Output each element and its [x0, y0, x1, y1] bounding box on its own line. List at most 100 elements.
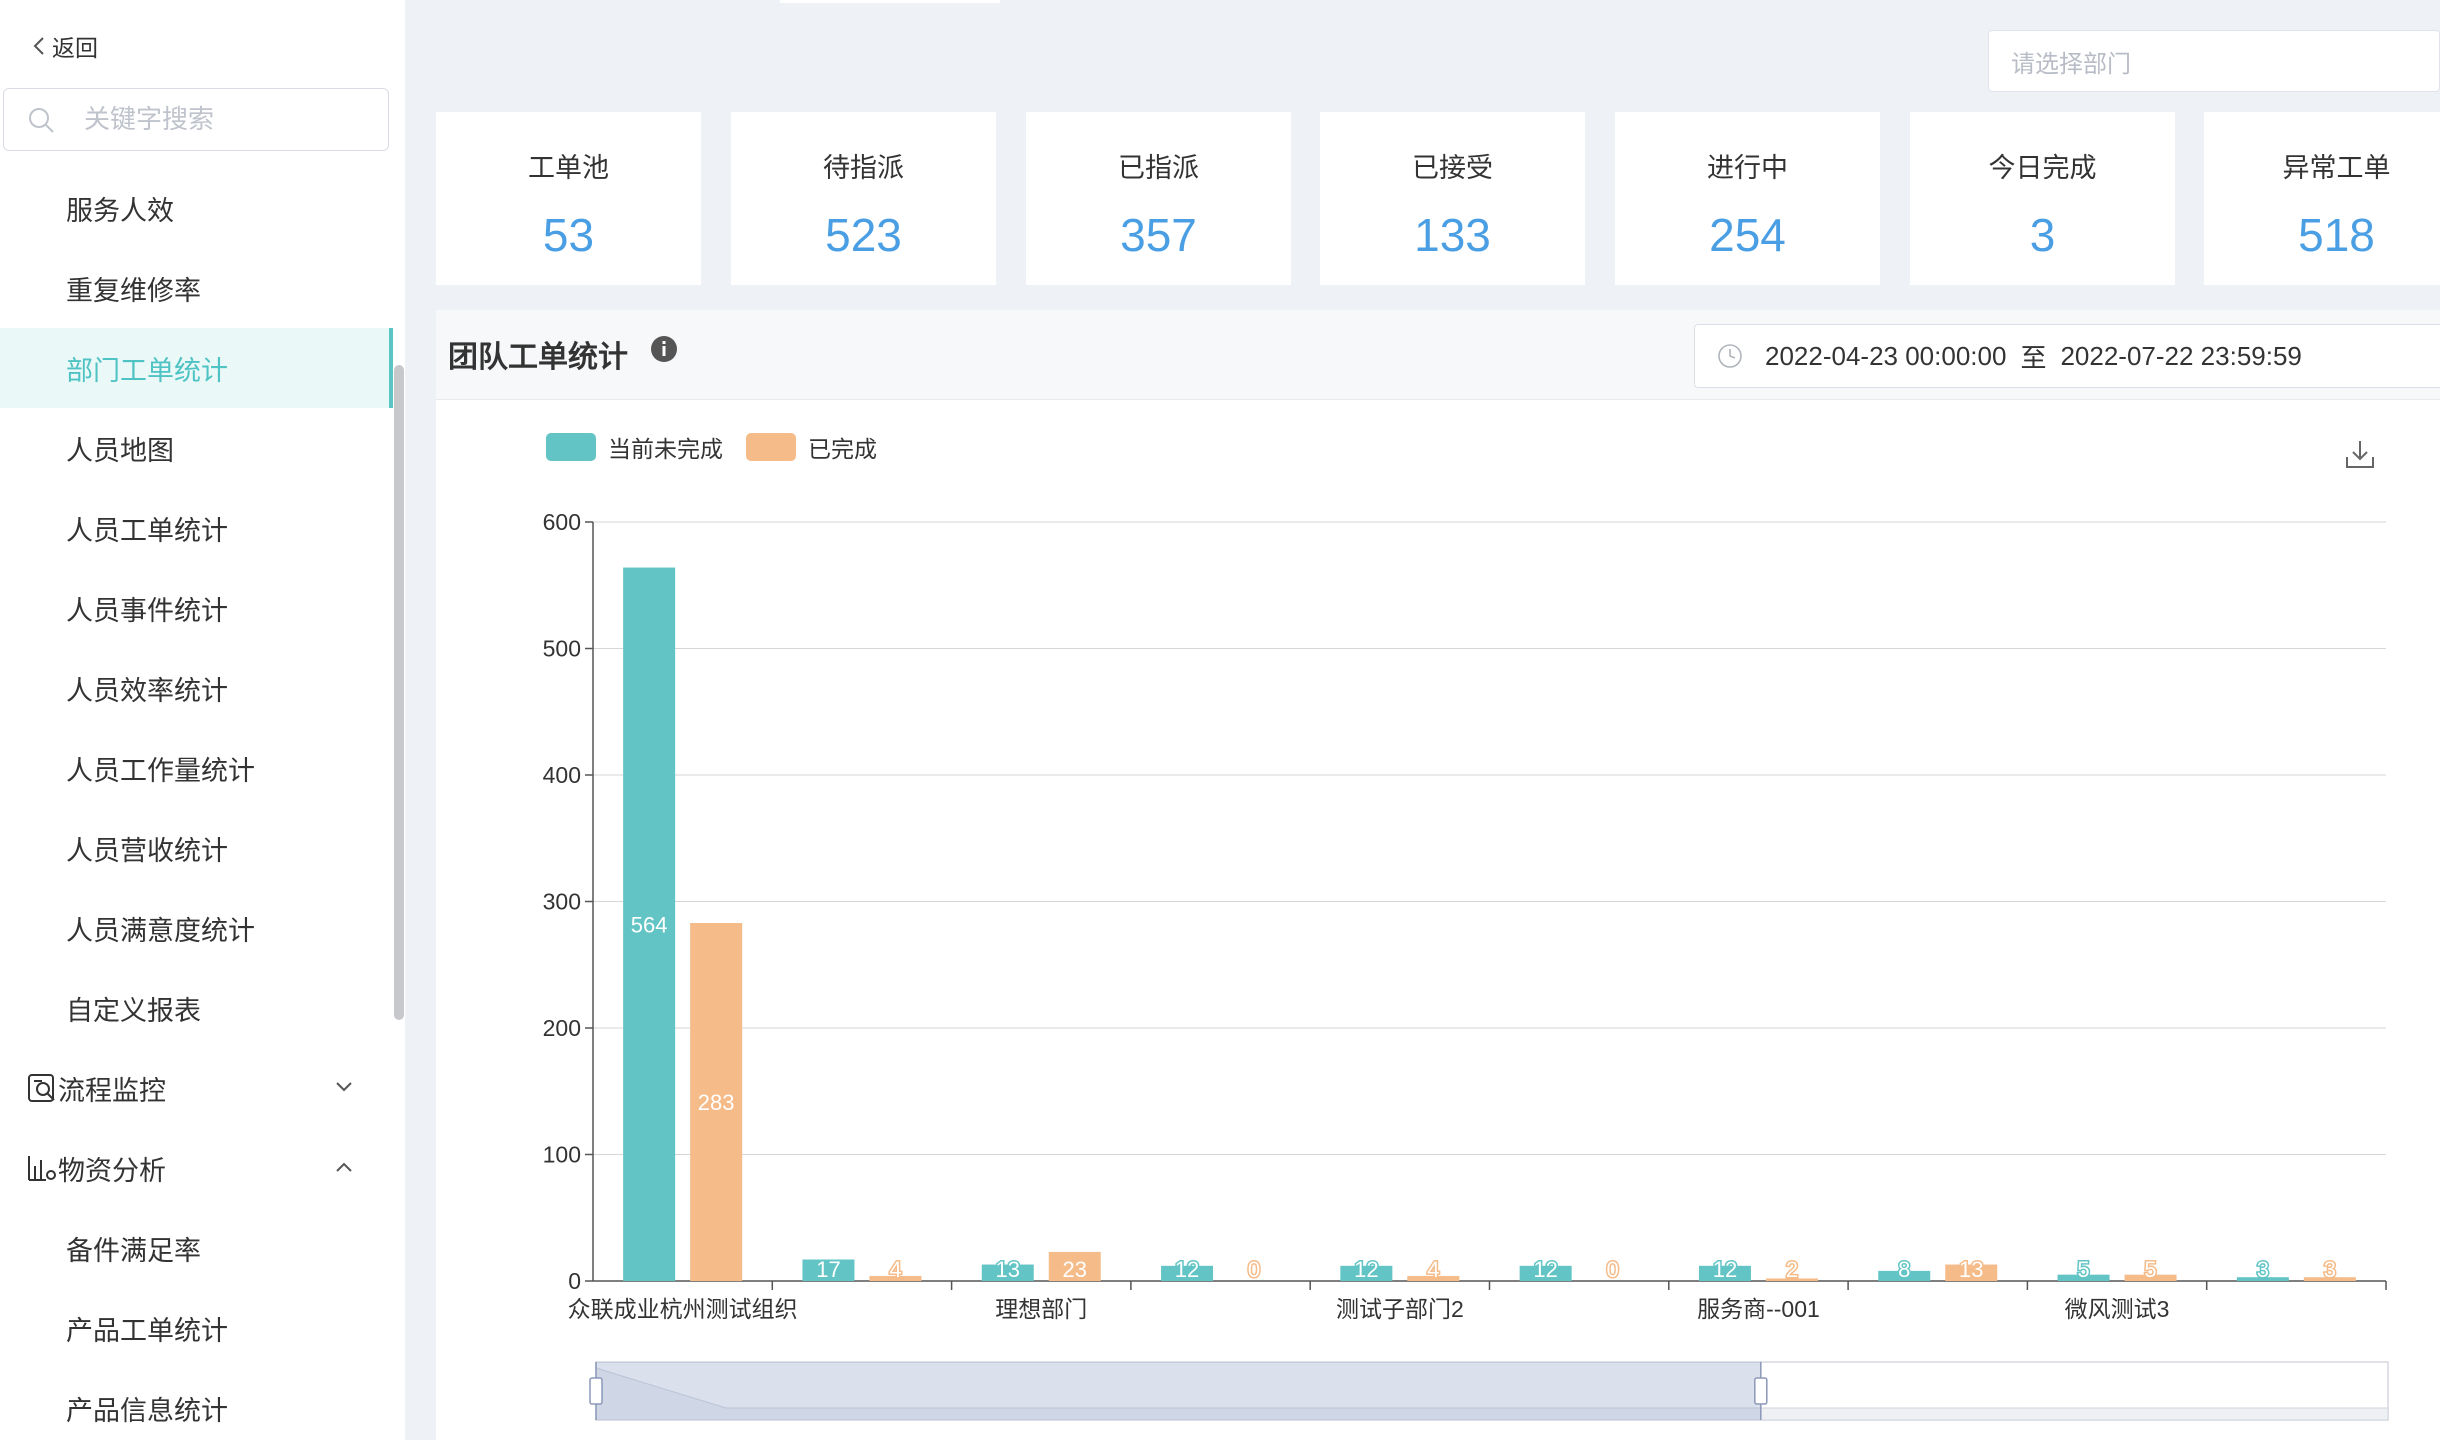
bar-completed: [2124, 1274, 2177, 1281]
x-category-label: 微风测试3: [2065, 1296, 2170, 1322]
bar-data-label: 283: [698, 1090, 735, 1115]
department-select-placeholder: 请选择部门: [2011, 50, 2131, 78]
sidebar-item-label: 人员工作量统计: [66, 755, 255, 786]
sidebar-item-label: 产品信息统计: [66, 1395, 228, 1426]
stat-label: 已指派: [1118, 153, 1199, 183]
info-icon[interactable]: [650, 335, 678, 363]
bar-data-label: 4: [889, 1257, 901, 1282]
legend-item-series-1[interactable]: 当前未完成: [546, 430, 723, 464]
datazoom-window[interactable]: [596, 1362, 1761, 1420]
sidebar-group-material-analysis[interactable]: 物资分析: [0, 1128, 393, 1208]
material-analysis-icon: [28, 1156, 56, 1181]
sidebar-group-label: 流程监控: [58, 1075, 166, 1106]
back-button[interactable]: 返回: [30, 28, 98, 64]
x-category-label: 理想部门: [995, 1296, 1087, 1322]
x-category-label: 众联成业杭州测试组织: [568, 1296, 798, 1322]
date-end: 2022-07-22 23:59:59: [2060, 340, 2302, 371]
sidebar-item-staff-revenue-stats[interactable]: 人员营收统计: [0, 808, 393, 888]
bar-data-label: 2: [1786, 1257, 1798, 1282]
bar-chart: 当前未完成 已完成 0 100 200 300 400 500 600 564 283 众联成业杭…: [436, 400, 2440, 1440]
download-icon[interactable]: [2343, 437, 2377, 471]
sidebar-item-label: 服务人效: [66, 195, 174, 226]
y-tick-label: 100: [543, 1142, 581, 1168]
stat-card-order-pool[interactable]: 工单池 53: [436, 112, 701, 285]
sidebar-item-label: 重复维修率: [66, 275, 201, 306]
bar-data-label: 8: [1898, 1257, 1910, 1282]
stat-value: 254: [1709, 209, 1786, 261]
sidebar-item-spare-parts-rate[interactable]: 备件满足率: [0, 1208, 393, 1288]
stat-card-pending-assign[interactable]: 待指派 523: [731, 112, 996, 285]
sidebar-item-label: 自定义报表: [66, 995, 201, 1026]
stat-card-abnormal-orders[interactable]: 异常工单 518: [2204, 112, 2440, 285]
stat-card-in-progress[interactable]: 进行中 254: [1615, 112, 1880, 285]
bar-incomplete: [623, 567, 676, 1281]
sidebar-item-custom-report[interactable]: 自定义报表: [0, 968, 393, 1048]
stat-card-completed-today[interactable]: 今日完成 3: [1910, 112, 2175, 285]
bar-data-label: 3: [2257, 1257, 2269, 1282]
sidebar-item-label: 人员事件统计: [66, 595, 228, 626]
bar-incomplete: [1340, 1265, 1393, 1281]
bar-data-label: 12: [1175, 1257, 1199, 1282]
stat-card-assigned[interactable]: 已指派 357: [1026, 112, 1291, 285]
sidebar-item-staff-satisfaction-stats[interactable]: 人员满意度统计: [0, 888, 393, 968]
sidebar-item-product-order-stats[interactable]: 产品工单统计: [0, 1288, 393, 1368]
bar-data-label: 5: [2077, 1257, 2089, 1282]
datazoom-handle[interactable]: [1754, 1377, 1768, 1405]
bar-incomplete: [1698, 1265, 1751, 1281]
sidebar-item-service-efficiency[interactable]: 服务人效: [0, 168, 393, 248]
bar-completed: [1048, 1251, 1101, 1281]
sidebar-group-label: 物资分析: [58, 1155, 166, 1186]
search-icon: [29, 107, 54, 133]
sidebar-item-staff-order-stats[interactable]: 人员工单统计: [0, 488, 393, 568]
bar-data-label: 12: [1713, 1257, 1737, 1282]
department-select[interactable]: 请选择部门: [1988, 30, 2440, 92]
legend-label: 已完成: [808, 436, 877, 462]
sidebar-menu: 服务人效 重复维修率 部门工单统计 人员地图 人员工单统计 人员事件统计 人员效…: [0, 168, 393, 1440]
bar-data-label: 13: [996, 1257, 1020, 1282]
search-box[interactable]: [3, 88, 389, 151]
bar-incomplete: [981, 1264, 1034, 1281]
legend-label: 当前未完成: [608, 436, 723, 462]
sidebar-item-product-info-stats[interactable]: 产品信息统计: [0, 1368, 393, 1440]
y-tick-label: 0: [568, 1268, 581, 1294]
datazoom-handle[interactable]: [589, 1377, 603, 1405]
date-range-picker[interactable]: 2022-04-23 00:00:00 至 2022-07-22 23:59:5…: [1694, 324, 2440, 388]
sidebar-scrollbar[interactable]: [394, 365, 404, 1020]
sidebar-group-process-monitor[interactable]: 流程监控: [0, 1048, 393, 1128]
y-tick-label: 200: [543, 1015, 581, 1041]
bar-data-label: 13: [1959, 1257, 1983, 1282]
y-tick-label: 300: [543, 889, 581, 915]
sidebar-item-dept-order-stats[interactable]: 部门工单统计: [0, 328, 393, 408]
stat-value: 53: [542, 209, 595, 261]
stat-label: 异常工单: [2282, 153, 2391, 183]
y-tick-label: 400: [543, 762, 581, 788]
panel-title: 团队工单统计: [448, 341, 628, 374]
stat-label: 工单池: [528, 153, 609, 183]
search-input[interactable]: [84, 104, 384, 135]
legend-item-series-2[interactable]: 已完成: [746, 430, 877, 464]
bar-data-label: 3: [2324, 1257, 2336, 1282]
sidebar-item-label: 人员效率统计: [66, 675, 228, 706]
bar-data-label: 17: [816, 1257, 840, 1282]
sidebar-item-label: 人员营收统计: [66, 835, 228, 866]
bar-data-label: 23: [1063, 1257, 1087, 1282]
bar-incomplete: [1161, 1265, 1214, 1281]
stat-value: 518: [2298, 209, 2375, 261]
stat-label: 已接受: [1412, 153, 1493, 183]
bar-completed: [2303, 1277, 2356, 1281]
sidebar-item-label: 备件满足率: [66, 1235, 201, 1266]
sidebar-item-staff-map[interactable]: 人员地图: [0, 408, 393, 488]
legend-swatch: [546, 433, 596, 461]
stat-card-accepted[interactable]: 已接受 133: [1320, 112, 1585, 285]
bar-data-label: 0: [1607, 1257, 1619, 1282]
sidebar-item-repeat-repair-rate[interactable]: 重复维修率: [0, 248, 393, 328]
sidebar-item-staff-workload-stats[interactable]: 人员工作量统计: [0, 728, 393, 808]
chevron-up-icon: [336, 1162, 352, 1172]
date-start: 2022-04-23 00:00:00: [1765, 340, 2007, 371]
sidebar-item-staff-efficiency-stats[interactable]: 人员效率统计: [0, 648, 393, 728]
bar-data-label: 5: [2144, 1257, 2156, 1282]
bar-incomplete: [1878, 1270, 1931, 1281]
stat-value: 357: [1120, 209, 1197, 261]
sidebar-item-label: 产品工单统计: [66, 1315, 228, 1346]
sidebar-item-staff-event-stats[interactable]: 人员事件统计: [0, 568, 393, 648]
